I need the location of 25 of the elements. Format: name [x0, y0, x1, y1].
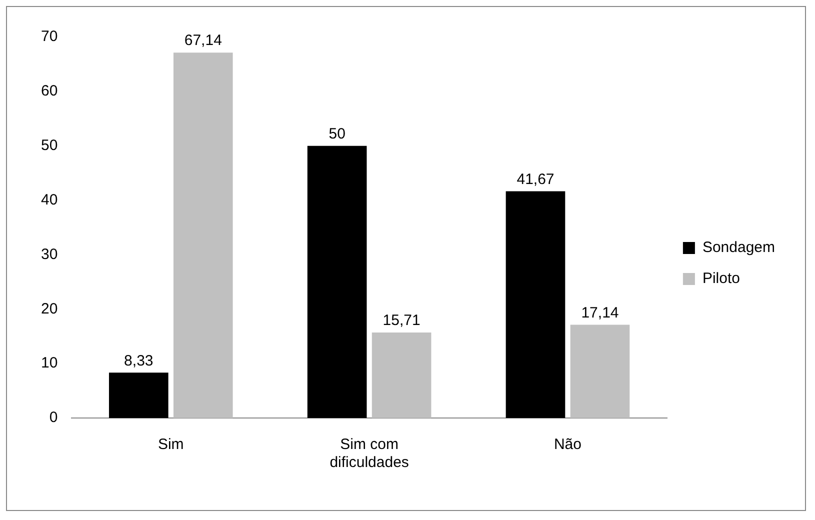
- data-label: 15,71: [382, 312, 420, 330]
- y-tick-label: 30: [40, 246, 58, 263]
- bar: [173, 52, 233, 418]
- data-label: 50: [328, 126, 346, 142]
- y-tick-label: 40: [40, 191, 58, 208]
- legend-label: Sondagem: [702, 239, 776, 256]
- y-tick-label: 70: [40, 28, 58, 46]
- y-tick-label: 0: [49, 409, 58, 426]
- data-label: 67,14: [184, 32, 222, 50]
- y-tick-label: 60: [40, 82, 58, 100]
- x-tick-label: Sim com dificuldades: [330, 436, 409, 472]
- bar: [307, 146, 367, 418]
- bar: [108, 372, 168, 418]
- bar: [506, 191, 566, 418]
- data-label: 17,14: [581, 304, 619, 322]
- x-tick-label: Sim: [158, 436, 184, 454]
- bar: [570, 324, 630, 418]
- data-label: 8,33: [124, 352, 154, 370]
- y-tick-label: 20: [40, 300, 58, 318]
- x-tick-label: Não: [554, 436, 582, 454]
- legend-label: Piloto: [702, 270, 740, 288]
- y-tick-label: 50: [40, 137, 58, 154]
- data-label: 41,67: [516, 170, 554, 188]
- bar: [372, 332, 432, 418]
- y-tick-label: 10: [40, 354, 58, 372]
